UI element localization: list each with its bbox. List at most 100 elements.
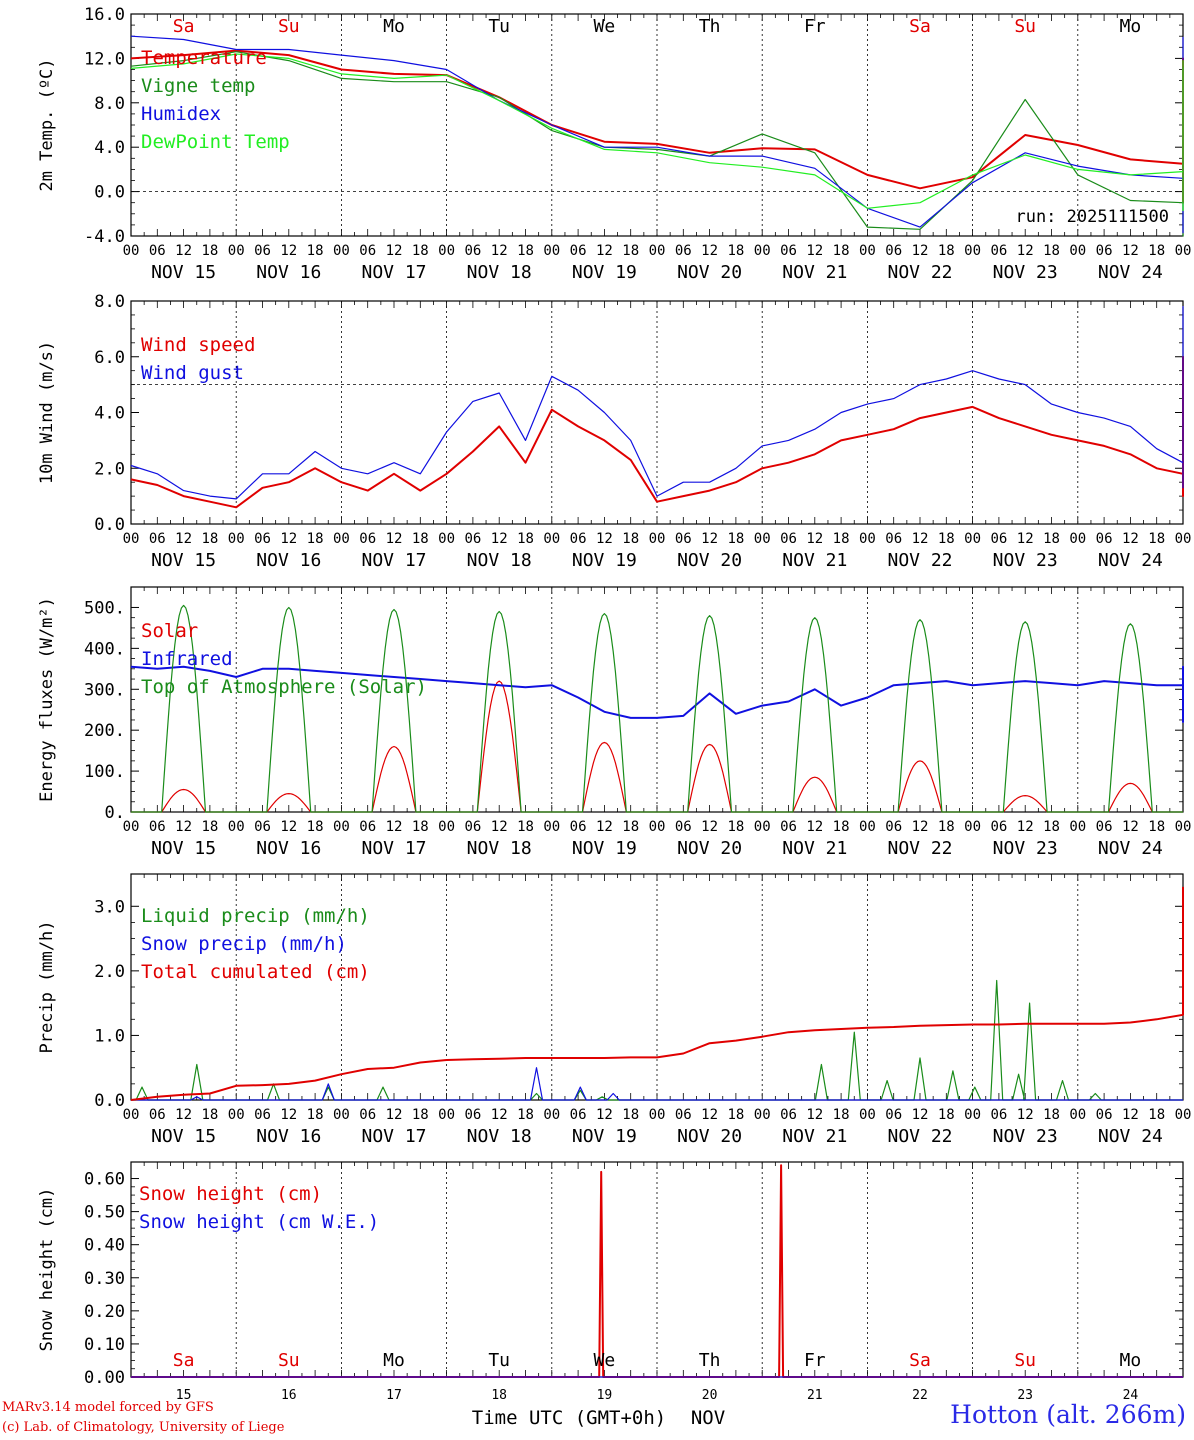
hour-tick-label: 06: [885, 531, 902, 547]
hour-tick-label: 00: [438, 1107, 455, 1123]
series-line-dewpoint-temp: [130, 53, 1184, 212]
day-label: NOV 24: [1098, 550, 1163, 571]
y-tick-label: 8.0: [94, 94, 125, 114]
hour-tick-label: 06: [570, 531, 587, 547]
y-tick-label: 0.20: [84, 1302, 125, 1322]
hour-tick-label: 18: [1043, 531, 1060, 547]
hour-tick-label: 18: [1043, 243, 1060, 259]
y-tick-label: 12.0: [84, 49, 125, 69]
hour-tick-label: 06: [570, 1107, 587, 1123]
hour-tick-label: 06: [675, 243, 692, 259]
hour-tick-label: 12: [280, 819, 297, 835]
day-label: NOV 23: [993, 262, 1058, 283]
hour-tick-label: 12: [280, 243, 297, 259]
hour-tick-label: 00: [1069, 531, 1086, 547]
run-label: run: 2025111500: [1015, 207, 1169, 227]
hour-tick-label: 06: [885, 819, 902, 835]
hour-tick-label: 06: [675, 531, 692, 547]
hour-tick-label: 18: [938, 819, 955, 835]
hour-tick-label: 00: [123, 243, 140, 259]
weekday-label: We: [594, 1350, 616, 1371]
weekday-label: Fr: [804, 16, 826, 37]
day-label: NOV 18: [467, 262, 532, 283]
hour-tick-label: 06: [359, 1107, 376, 1123]
y-tick-label: 0.: [105, 803, 125, 823]
footer: MARv3.14 model forced by GFS (c) Lab. of…: [2, 1398, 284, 1438]
series-line-wind-gust: [130, 306, 1184, 500]
y-tick-label: 300.: [84, 680, 125, 700]
y-tick-label: 4.0: [94, 404, 125, 424]
day-label: NOV 22: [887, 550, 952, 571]
hour-tick-label: 06: [149, 819, 166, 835]
y-tick-label: 0.0: [94, 515, 125, 535]
day-number-label: 18: [491, 1388, 507, 1403]
y-tick-label: 500.: [84, 598, 125, 618]
hour-tick-label: 00: [754, 531, 771, 547]
y-tick-label: 0.50: [84, 1203, 125, 1223]
legend-entry: Wind speed: [141, 334, 255, 356]
hour-tick-label: 12: [1017, 819, 1034, 835]
hour-tick-label: 18: [201, 531, 218, 547]
hour-tick-label: 06: [885, 1107, 902, 1123]
hour-tick-label: 06: [990, 243, 1007, 259]
hour-tick-label: 12: [1122, 531, 1139, 547]
hour-tick-label: 18: [517, 1107, 534, 1123]
hour-tick-label: 12: [491, 819, 508, 835]
day-label: NOV 16: [256, 1126, 321, 1147]
hour-tick-label: 06: [254, 819, 271, 835]
hour-tick-label: 00: [964, 819, 981, 835]
day-label: NOV 17: [361, 550, 426, 571]
day-label: NOV 24: [1098, 838, 1163, 859]
hour-tick-label: 18: [517, 531, 534, 547]
day-label: NOV 17: [361, 262, 426, 283]
day-label: NOV 16: [256, 838, 321, 859]
y-tick-label: 0.40: [84, 1236, 125, 1256]
y-tick-label: 0.60: [84, 1170, 125, 1190]
station-name: Hotton (alt. 266m): [950, 1400, 1186, 1429]
hour-tick-label: 00: [438, 243, 455, 259]
hour-tick-label: 18: [201, 243, 218, 259]
y-tick-label: 6.0: [94, 348, 125, 368]
day-label: NOV 20: [677, 838, 742, 859]
hour-tick-label: 18: [727, 531, 744, 547]
weekday-label: Su: [278, 16, 300, 37]
hour-tick-label: 00: [1175, 531, 1192, 547]
legend-entry: Temperature: [141, 47, 267, 69]
hour-tick-label: 12: [596, 243, 613, 259]
day-number-label: 22: [912, 1388, 928, 1403]
hour-tick-label: 12: [806, 1107, 823, 1123]
hour-tick-label: 00: [754, 819, 771, 835]
hour-tick-label: 00: [1069, 819, 1086, 835]
hour-tick-label: 06: [675, 819, 692, 835]
hour-tick-label: 00: [649, 819, 666, 835]
hour-tick-label: 06: [149, 1107, 166, 1123]
y-tick-label: 8.0: [94, 292, 125, 312]
hour-tick-label: 06: [780, 1107, 797, 1123]
hour-tick-label: 00: [123, 1107, 140, 1123]
hour-tick-label: 06: [1096, 531, 1113, 547]
hour-tick-label: 18: [307, 1107, 324, 1123]
y-tick-label: 0.30: [84, 1269, 125, 1289]
day-number-label: 24: [1123, 1388, 1139, 1403]
panel-temp: [130, 13, 1184, 237]
hour-tick-label: 06: [1096, 819, 1113, 835]
weekday-label: Th: [699, 16, 721, 37]
hour-tick-label: 18: [1148, 1107, 1165, 1123]
hour-tick-label: 06: [464, 243, 481, 259]
hour-tick-label: 06: [464, 531, 481, 547]
hour-tick-label: 00: [1175, 1107, 1192, 1123]
day-label: NOV 17: [361, 1126, 426, 1147]
hour-tick-label: 06: [885, 243, 902, 259]
day-label: NOV 19: [572, 1126, 637, 1147]
hour-tick-label: 18: [517, 819, 534, 835]
hour-tick-label: 06: [359, 243, 376, 259]
y-axis-label: Snow height (cm): [37, 1188, 57, 1352]
hour-tick-label: 18: [1148, 819, 1165, 835]
legend-entry: Top of Atmosphere (Solar): [141, 676, 427, 698]
hour-tick-label: 18: [622, 243, 639, 259]
day-number-label: 20: [702, 1388, 718, 1403]
day-label: NOV 24: [1098, 1126, 1163, 1147]
hour-tick-label: 00: [228, 819, 245, 835]
day-label: NOV 22: [887, 1126, 952, 1147]
